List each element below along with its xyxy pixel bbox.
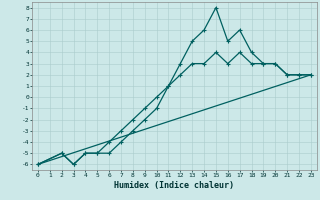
X-axis label: Humidex (Indice chaleur): Humidex (Indice chaleur)	[115, 181, 234, 190]
